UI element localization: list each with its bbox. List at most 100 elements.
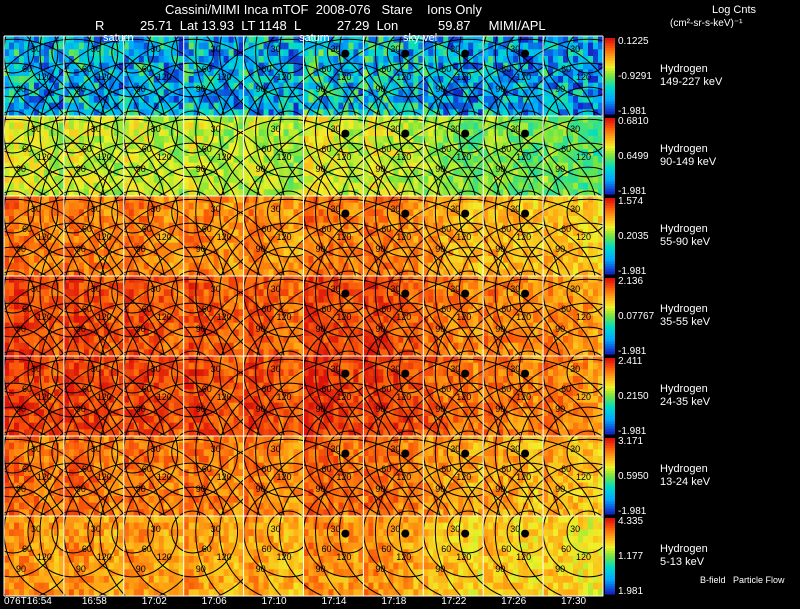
contour-label: 120 <box>37 232 52 242</box>
image-pixel <box>18 256 25 264</box>
image-pixel <box>413 69 419 77</box>
image-pixel <box>103 189 110 197</box>
image-pixel <box>53 176 60 184</box>
image-pixel <box>123 309 130 317</box>
image-pixel <box>233 269 240 277</box>
image-pixel <box>503 116 509 124</box>
image-pixel <box>53 309 60 317</box>
image-pixel <box>303 136 309 144</box>
contour-line <box>0 190 35 234</box>
image-pixel <box>503 142 509 150</box>
image-pixel <box>148 276 155 284</box>
contour-label: 30 <box>151 204 161 214</box>
image-pixel <box>568 62 574 70</box>
image-pixel <box>563 36 569 44</box>
contour-label: 30 <box>510 44 520 54</box>
image-pixel <box>458 256 464 264</box>
image-pixel <box>93 276 100 284</box>
image-pixel <box>83 136 90 144</box>
image-pixel <box>173 162 180 170</box>
image-pixel <box>213 236 220 244</box>
image-pixel <box>298 136 304 144</box>
image-pixel <box>48 76 55 84</box>
image-pixel <box>63 69 70 77</box>
image-pixel <box>408 256 414 264</box>
image-pixel <box>388 122 394 130</box>
image-pixel <box>278 89 284 97</box>
image-pixel <box>348 242 354 250</box>
image-pixel <box>248 62 254 70</box>
image-pixel <box>103 182 110 190</box>
image-pixel <box>143 109 150 117</box>
image-pixel <box>298 176 304 184</box>
image-pixel <box>153 276 160 284</box>
image-pixel <box>213 122 220 130</box>
image-pixel <box>353 56 359 64</box>
image-pixel <box>513 262 519 270</box>
image-pixel <box>448 102 454 110</box>
image-pixel <box>83 76 90 84</box>
image-pixel <box>163 169 170 177</box>
image-pixel <box>448 109 454 117</box>
image-pixel <box>103 176 110 184</box>
channel-row-3: 3060901203060901203060901203060901203060… <box>0 118 682 306</box>
image-pixel <box>273 182 279 190</box>
image-pixel <box>528 109 534 117</box>
image-pixel <box>43 296 50 304</box>
image-pixel <box>383 129 389 137</box>
image-pixel <box>533 176 539 184</box>
image-pixel <box>448 182 454 190</box>
image-pixel <box>548 209 554 217</box>
image-pixel <box>168 202 175 210</box>
image-pixel <box>598 129 604 137</box>
image-pixel <box>358 42 364 50</box>
image-pixel <box>28 62 35 70</box>
image-pixel <box>563 42 569 50</box>
image-pixel <box>158 189 165 197</box>
image-pixel <box>118 169 125 177</box>
image-pixel <box>43 49 50 57</box>
image-pixel <box>263 269 269 277</box>
image-pixel <box>163 276 170 284</box>
image-pixel <box>243 189 249 197</box>
image-pixel <box>98 302 105 310</box>
image-pixel <box>393 102 399 110</box>
image-pixel <box>213 249 220 257</box>
image-pixel <box>163 249 170 257</box>
image-pixel <box>218 182 225 190</box>
image-pixel <box>128 249 135 257</box>
contour-label: 90 <box>555 164 565 174</box>
image-pixel <box>158 129 165 137</box>
image-pixel <box>398 236 404 244</box>
image-pixel <box>538 96 544 104</box>
image-pixel <box>388 216 394 224</box>
image-pixel <box>323 56 329 64</box>
image-pixel <box>83 316 90 324</box>
image-pixel <box>223 209 230 217</box>
image-pixel <box>173 302 180 310</box>
image-pixel <box>98 282 105 290</box>
image-pixel <box>238 156 244 164</box>
image-pixel <box>558 122 564 130</box>
image-pixel <box>178 216 185 224</box>
image-pixel <box>213 142 220 150</box>
image-pixel <box>313 262 319 270</box>
image-pixel <box>583 102 589 110</box>
image-pixel <box>208 49 215 57</box>
contour-label: 30 <box>450 124 460 134</box>
image-pixel <box>513 102 519 110</box>
image-pixel <box>43 136 50 144</box>
image-pixel <box>53 129 60 137</box>
image-pixel <box>273 42 279 50</box>
image-pixel <box>548 256 554 264</box>
image-pixel <box>93 289 100 297</box>
image-pixel <box>4 202 10 210</box>
image-pixel <box>248 176 254 184</box>
image-pixel <box>93 56 100 64</box>
image-pixel <box>48 262 55 270</box>
image-pixel <box>268 256 274 264</box>
image-pixel <box>173 216 180 224</box>
image-pixel <box>133 236 140 244</box>
image-pixel <box>203 109 210 117</box>
image-pixel <box>8 102 15 110</box>
